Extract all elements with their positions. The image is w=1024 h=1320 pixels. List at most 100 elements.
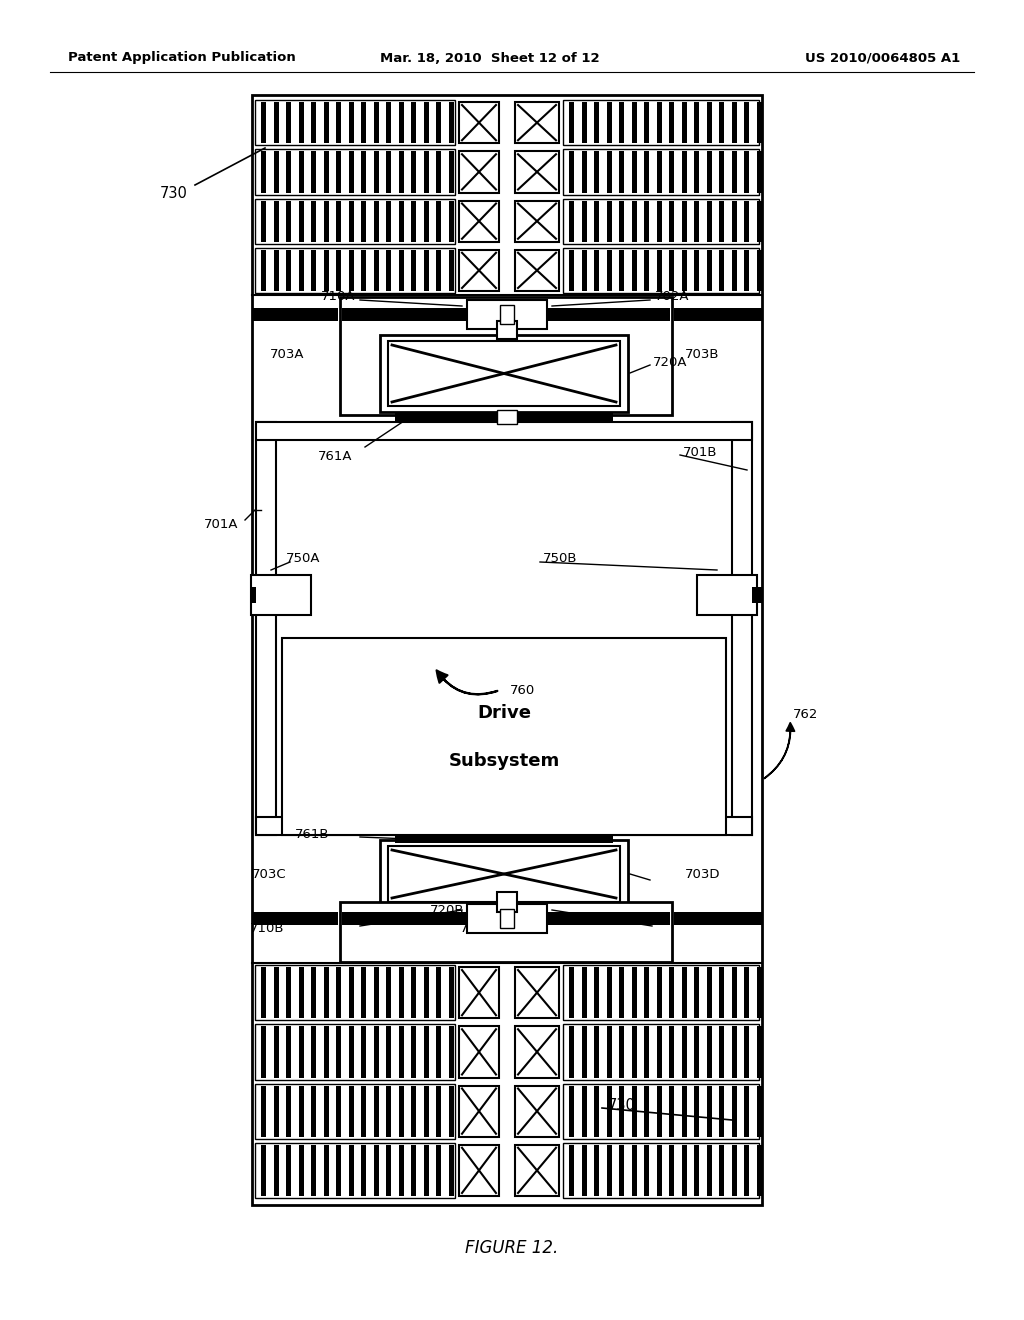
Bar [732,968,736,1018]
Bar [299,249,304,290]
Bar [436,201,441,242]
Bar [563,100,759,145]
Bar [374,1085,379,1137]
Bar [459,968,499,1018]
Bar [515,1144,559,1196]
Bar [515,968,559,1018]
Bar [632,102,637,144]
Bar [361,201,367,242]
Bar [299,152,304,193]
Bar [644,249,649,290]
Bar [563,1084,759,1139]
Bar [424,968,429,1018]
Bar [459,1085,499,1137]
Bar [412,1085,416,1137]
Bar [252,95,762,1205]
Bar [515,249,559,290]
Bar [757,1144,762,1196]
Bar [670,102,674,144]
Bar [682,1085,687,1137]
Bar [449,1144,454,1196]
Bar [395,412,613,422]
Bar [755,595,762,603]
Bar [436,1026,441,1077]
Bar [449,152,454,193]
Bar [324,968,329,1018]
Text: 710B: 710B [250,921,284,935]
Bar [757,201,762,242]
Bar [644,1085,649,1137]
Bar [386,1085,391,1137]
FancyArrowPatch shape [764,723,795,779]
Bar [311,102,316,144]
Bar [607,968,611,1018]
Bar [632,968,637,1018]
Bar [620,102,625,144]
Bar [707,201,712,242]
Bar [757,152,762,193]
Text: 750A: 750A [286,552,321,565]
Bar [349,102,353,144]
Bar [563,149,759,194]
Bar [569,1144,574,1196]
Bar [449,249,454,290]
Bar [311,968,316,1018]
Text: 703B: 703B [685,348,720,362]
Bar [656,152,662,193]
Bar [644,968,649,1018]
Bar [607,201,611,242]
Text: 730: 730 [608,1097,636,1113]
Bar [694,968,699,1018]
Bar [273,1144,279,1196]
Bar [361,249,367,290]
Bar [497,892,517,912]
Bar [656,968,662,1018]
Bar [582,1026,587,1077]
Bar [459,249,499,290]
Bar [719,102,724,144]
Bar [287,1026,291,1077]
Bar [252,587,256,597]
Bar [500,909,514,928]
Bar [594,152,599,193]
Bar [620,1085,625,1137]
Bar [582,1085,587,1137]
Bar [255,100,455,145]
Bar [261,249,266,290]
Text: Patent Application Publication: Patent Application Publication [68,51,296,65]
Bar [424,201,429,242]
Text: 702B: 702B [460,921,495,935]
Bar [336,1144,341,1196]
Bar [386,1144,391,1196]
Bar [340,297,672,414]
Bar [757,102,762,144]
Bar [694,249,699,290]
Bar [287,968,291,1018]
Bar [620,968,625,1018]
Bar [632,249,637,290]
Bar [324,1085,329,1137]
Bar [287,1085,291,1137]
Bar [349,968,353,1018]
Bar [594,201,599,242]
Bar [255,965,455,1020]
Text: 720B: 720B [430,903,465,916]
Bar [515,102,559,144]
Bar [398,201,403,242]
Bar [336,968,341,1018]
Bar [342,912,670,925]
Bar [670,1144,674,1196]
Bar [563,965,759,1020]
Bar [449,1085,454,1137]
Bar [349,1026,353,1077]
Bar [594,1026,599,1077]
Bar [632,1085,637,1137]
Bar [324,201,329,242]
Bar [732,1144,736,1196]
Bar [752,593,762,603]
Bar [449,968,454,1018]
Bar [719,1026,724,1077]
Bar [607,1085,611,1137]
Bar [252,912,338,925]
Bar [755,587,762,595]
